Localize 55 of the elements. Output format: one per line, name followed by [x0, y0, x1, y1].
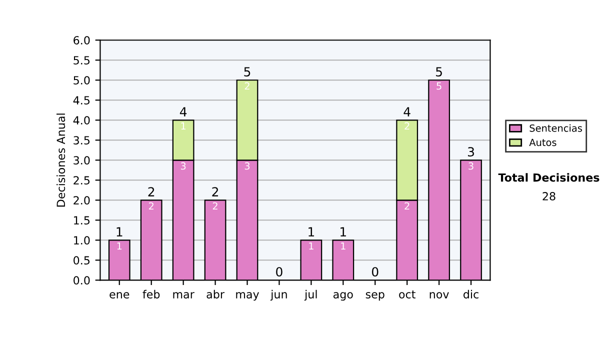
- data-label: 2: [212, 202, 218, 210]
- legend-label: Autos: [529, 138, 556, 146]
- data-label: 3: [180, 162, 186, 170]
- y-tick-label: 2.5: [74, 176, 90, 185]
- x-tick-label: sep: [366, 292, 384, 301]
- x-tick-label: mar: [173, 292, 194, 298]
- data-label: 2: [404, 202, 410, 210]
- legend-label: Sentencias: [530, 124, 582, 132]
- total-label: 1: [340, 227, 346, 236]
- data-label: 3: [244, 162, 250, 170]
- data-label: 2: [404, 122, 410, 130]
- data-label: 1: [181, 122, 186, 130]
- x-tick-label: nov: [430, 292, 449, 298]
- x-tick-label: oct: [399, 290, 416, 298]
- y-tick-label: 6.0: [74, 36, 90, 44]
- y-tick-label: 3.5: [74, 136, 90, 145]
- data-label: 1: [309, 242, 314, 250]
- data-label: 1: [117, 242, 122, 250]
- data-label: 3: [468, 162, 474, 170]
- total-label: 5: [436, 67, 442, 77]
- y-tick-label: 0.5: [74, 256, 90, 265]
- data-label: 2: [244, 82, 250, 90]
- x-tick-label: ene: [110, 292, 130, 298]
- total-label: 1: [308, 227, 314, 236]
- y-tick-label: 4.0: [73, 116, 90, 125]
- text: 28: [542, 192, 556, 200]
- data-label: 2: [148, 202, 154, 210]
- y-axis-title: Decisiones Anual: [56, 114, 66, 207]
- y-tick-label: 5.5: [74, 56, 90, 65]
- y-tick-label: 2.0: [74, 196, 90, 205]
- y-tick-label: 1.0: [74, 236, 90, 245]
- y-tick-label: 1.5: [74, 216, 90, 225]
- x-tick-label: may: [236, 292, 260, 301]
- y-tick-label: 0.0: [74, 276, 90, 285]
- total-label: 2: [212, 187, 218, 196]
- x-tick-label: jul: [304, 290, 317, 301]
- data-label: 1: [341, 242, 346, 250]
- y-tick-label: 4.5: [73, 96, 90, 105]
- text: 0: [276, 267, 282, 277]
- x-tick-label: ago: [333, 292, 353, 301]
- total-label: 1: [116, 227, 122, 236]
- text: 0: [372, 267, 378, 277]
- data-label: 5: [436, 82, 442, 90]
- x-tick-label: abr: [206, 290, 224, 298]
- text: Total Decisiones: [498, 173, 600, 182]
- total-label: 2: [148, 187, 154, 196]
- y-tick-label: 3.0: [74, 156, 90, 165]
- x-tick-label: jun: [270, 290, 287, 301]
- total-label: 4: [404, 107, 410, 116]
- x-tick-label: feb: [142, 290, 160, 298]
- total-label: 4: [180, 107, 187, 116]
- y-tick-label: 5.0: [74, 76, 90, 85]
- x-tick-label: dic: [464, 290, 478, 298]
- total-label: 3: [468, 147, 474, 157]
- total-label: 5: [244, 67, 250, 77]
